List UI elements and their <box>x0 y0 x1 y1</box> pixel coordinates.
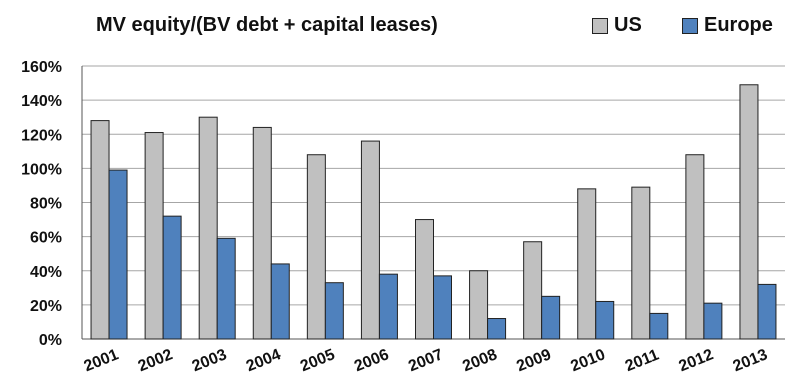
y-tick-label: 80% <box>30 196 62 213</box>
bar-europe-2006 <box>378 273 398 340</box>
bar-us-2011 <box>631 186 651 340</box>
bar-europe-2010 <box>595 300 615 340</box>
bar-us-2013 <box>739 84 759 340</box>
bar-us-2005 <box>306 154 326 340</box>
bar-europe-2002 <box>162 215 182 340</box>
legend-swatch-us <box>592 17 608 34</box>
x-tick-label: 2011 <box>623 346 662 375</box>
bar-europe-2001 <box>108 169 128 340</box>
x-tick-label: 2001 <box>82 346 121 375</box>
x-tick-label: 2003 <box>190 346 229 375</box>
x-tick-label: 2004 <box>244 346 283 375</box>
y-tick-label: 160% <box>21 59 62 76</box>
bar-us-2007 <box>415 219 434 340</box>
bar-europe-2008 <box>487 318 507 340</box>
legend-item-us: US <box>592 14 642 37</box>
y-tick-label: 120% <box>21 127 62 144</box>
x-tick-label: 2012 <box>677 346 716 375</box>
x-tick-label: 2013 <box>731 346 770 375</box>
bar-us-2002 <box>144 132 164 340</box>
bar-us-2001 <box>90 120 110 340</box>
bar-us-2009 <box>523 241 543 340</box>
bar-europe-2004 <box>270 263 290 340</box>
bar-europe-2003 <box>216 237 236 340</box>
bar-europe-2013 <box>757 283 777 340</box>
y-tick-label: 100% <box>21 161 62 178</box>
bar-europe-2012 <box>703 302 723 340</box>
bar-us-2012 <box>685 154 705 340</box>
bar-europe-2011 <box>649 312 669 340</box>
bar-us-2006 <box>360 140 380 340</box>
bar-europe-2007 <box>433 275 452 340</box>
bar-us-2008 <box>469 270 489 340</box>
x-tick-label: 2010 <box>568 346 607 375</box>
x-tick-label: 2005 <box>298 346 337 375</box>
y-tick-label: 0% <box>39 332 62 349</box>
legend-label-europe: Europe <box>704 14 773 36</box>
y-tick-label: 20% <box>30 298 62 315</box>
legend-item-europe: Europe <box>682 14 773 37</box>
legend-swatch-europe <box>682 17 698 34</box>
bar-us-2003 <box>198 116 218 340</box>
chart-title: MV equity/(BV debt + capital leases) <box>96 14 438 36</box>
legend-label-us: US <box>614 14 642 36</box>
x-tick-label: 2002 <box>136 346 175 375</box>
x-tick-label: 2008 <box>460 346 499 375</box>
x-tick-label: 2007 <box>406 346 445 375</box>
bar-us-2004 <box>252 126 272 340</box>
y-tick-label: 140% <box>21 93 62 110</box>
y-tick-label: 60% <box>30 230 62 247</box>
x-tick-label: 2006 <box>352 346 391 375</box>
x-tick-label: 2009 <box>514 346 553 375</box>
bar-europe-2009 <box>541 295 561 340</box>
bar-us-2010 <box>577 188 597 340</box>
bar-europe-2005 <box>324 282 344 340</box>
y-tick-label: 40% <box>30 264 62 281</box>
